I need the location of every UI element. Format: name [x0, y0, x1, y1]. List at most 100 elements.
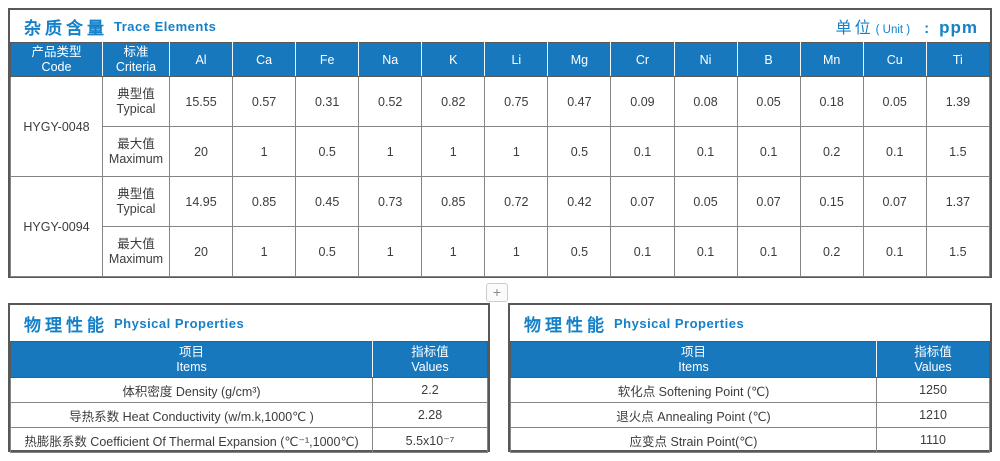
column-header-element: Ni — [673, 42, 738, 77]
property-item-cell: 软化点 Softening Point (℃) — [510, 377, 877, 403]
value-cell: 0.07 — [610, 176, 675, 227]
column-header-code: 产品类型 Code — [10, 42, 103, 77]
section-title-en: Physical Properties — [114, 315, 245, 331]
values-header-en: Values — [914, 359, 952, 374]
criteria-label-en: Typical — [116, 201, 156, 216]
criteria-cell: 最大值 Maximum — [102, 226, 170, 277]
property-value-cell: 5.5x10⁻⁷ — [372, 427, 488, 453]
value-cell: 0.85 — [232, 176, 297, 227]
column-header-element: Al — [168, 42, 234, 77]
value-cell: 1 — [421, 126, 486, 177]
section-title-zh: 杂质含量 — [24, 18, 108, 38]
value-cell: 0.47 — [547, 76, 612, 127]
values-header-zh: 指标值 — [914, 344, 952, 359]
property-value-cell: 1250 — [876, 377, 990, 403]
value-cell: 1.5 — [925, 226, 991, 277]
pp-header-row: 项目 Items 指标值 Values — [510, 341, 990, 378]
value-cell: 0.05 — [736, 76, 801, 127]
column-header-element: B — [736, 42, 801, 77]
table-row: HYGY-0094 典型值 Typical 14.95 0.85 0.45 0.… — [10, 176, 991, 277]
trace-elements-section: 杂质含量 Trace Elements 单位 ( Unit ) : ppm 产品… — [8, 8, 992, 278]
pp-header-row: 项目 Items 指标值 Values — [10, 341, 488, 378]
criteria-label-en: Maximum — [108, 251, 164, 266]
criteria-label-en: Typical — [116, 101, 156, 116]
value-cell: 0.1 — [610, 226, 675, 277]
value-cell: 15.55 — [168, 76, 234, 127]
value-cell: 1 — [358, 226, 423, 277]
value-cell: 0.18 — [799, 76, 864, 127]
value-cell: 0.52 — [358, 76, 423, 127]
column-header-element: K — [421, 42, 486, 77]
value-cell: 0.31 — [295, 76, 360, 127]
value-cell: 1.5 — [925, 126, 991, 177]
items-header-zh: 项目 — [178, 344, 204, 359]
table-row: 热膨胀系数 Coefficient Of Thermal Expansion (… — [10, 427, 488, 453]
table-row: 体积密度 Density (g/cm³) 2.2 — [10, 377, 488, 403]
physical-properties-left-section: 物理性能 Physical Properties 项目 Items 指标值 Va… — [8, 303, 490, 453]
value-cell: 20 — [168, 226, 234, 277]
code-header-zh: 产品类型 — [31, 44, 82, 59]
property-item-cell: 退火点 Annealing Point (℃) — [510, 402, 877, 428]
value-cell: 0.1 — [736, 126, 801, 177]
property-item-cell: 应变点 Strain Point(℃) — [510, 427, 877, 453]
criteria-label-zh: 典型值 — [117, 186, 155, 201]
property-value-cell: 1110 — [876, 427, 990, 453]
unit-colon: : — [924, 20, 930, 37]
column-header-element: Cu — [862, 42, 927, 77]
physical-properties-right-section: 物理性能 Physical Properties 项目 Items 指标值 Va… — [508, 303, 992, 453]
table-row: 导热系数 Heat Conductivity (w/m.k,1000℃ ) 2.… — [10, 402, 488, 428]
value-cell: 1 — [484, 126, 549, 177]
value-cell: 0.07 — [736, 176, 801, 227]
value-cell: 0.57 — [232, 76, 297, 127]
value-cell: 0.73 — [358, 176, 423, 227]
value-cell: 0.1 — [736, 226, 801, 277]
table-row: 最大值 Maximum 20 1 0.5 1 1 1 0.5 0.1 0.1 0… — [11, 226, 991, 277]
value-cell: 0.5 — [295, 126, 360, 177]
table-row: 应变点 Strain Point(℃) 1110 — [510, 427, 990, 453]
items-header-zh: 项目 — [680, 344, 706, 359]
items-header-en: Items — [678, 359, 709, 374]
expand-button[interactable]: + — [486, 283, 508, 302]
table-row: 退火点 Annealing Point (℃) 1210 — [510, 402, 990, 428]
criteria-label-zh: 典型值 — [117, 86, 155, 101]
column-header-element: Na — [358, 42, 423, 77]
value-cell: 1 — [232, 226, 297, 277]
column-header-values: 指标值 Values — [372, 341, 488, 378]
value-cell: 0.2 — [799, 226, 864, 277]
column-header-element: Mn — [799, 42, 864, 77]
value-cell: 0.05 — [862, 76, 927, 127]
value-cell: 0.82 — [421, 76, 486, 127]
unit-label: 单位 ( Unit ) : ppm — [836, 14, 978, 38]
value-cell: 0.1 — [862, 126, 927, 177]
criteria-cell: 典型值 Typical — [102, 176, 170, 227]
value-cell: 1 — [232, 126, 297, 177]
value-cell: 0.1 — [862, 226, 927, 277]
property-item-cell: 热膨胀系数 Coefficient Of Thermal Expansion (… — [10, 427, 373, 453]
column-header-items: 项目 Items — [510, 341, 877, 378]
value-cell: 0.5 — [547, 126, 612, 177]
value-cell: 0.09 — [610, 76, 675, 127]
value-cell: 0.45 — [295, 176, 360, 227]
value-cell: 0.08 — [673, 76, 738, 127]
trace-header-row: 产品类型 Code 标准 Criteria Al Ca Fe Na K Li M… — [10, 42, 991, 77]
column-header-element: Cr — [610, 42, 675, 77]
table-row: 最大值 Maximum 20 1 0.5 1 1 1 0.5 0.1 0.1 0… — [11, 126, 991, 177]
property-item-cell: 体积密度 Density (g/cm³) — [10, 377, 373, 403]
property-value-cell: 2.28 — [372, 402, 488, 428]
column-header-element: Mg — [547, 42, 612, 77]
value-cell: 1.39 — [925, 76, 991, 127]
criteria-header-en: Criteria — [115, 59, 157, 74]
value-cell: 0.5 — [295, 226, 360, 277]
value-cell: 0.2 — [799, 126, 864, 177]
value-cell: 0.72 — [484, 176, 549, 227]
criteria-cell: 最大值 Maximum — [102, 126, 170, 177]
column-header-items: 项目 Items — [10, 341, 373, 378]
value-cell: 0.75 — [484, 76, 549, 127]
value-cell: 0.1 — [610, 126, 675, 177]
criteria-label-zh: 最大值 — [117, 136, 155, 151]
section-title-en: Trace Elements — [114, 18, 217, 34]
unit-value: ppm — [939, 18, 978, 37]
column-header-element: Li — [484, 42, 549, 77]
criteria-cell: 典型值 Typical — [102, 76, 170, 127]
value-cell: 0.07 — [862, 176, 927, 227]
